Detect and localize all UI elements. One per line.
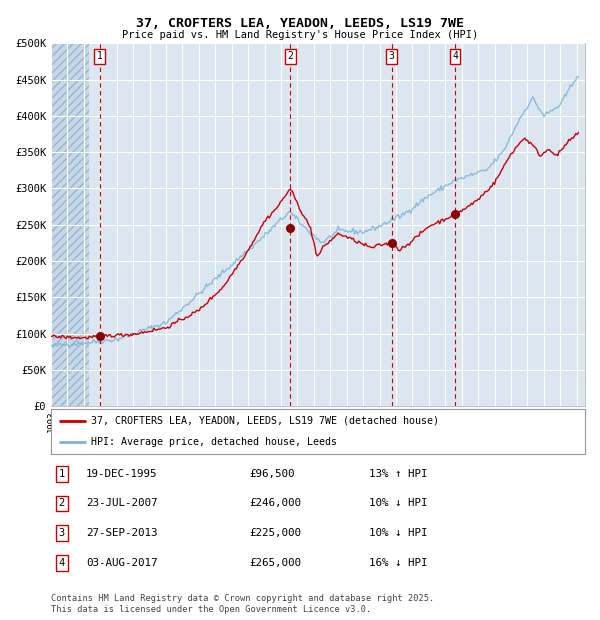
Text: 2: 2 xyxy=(287,51,293,61)
Text: 2: 2 xyxy=(59,498,65,508)
Text: 1: 1 xyxy=(59,469,65,479)
Text: 23-JUL-2007: 23-JUL-2007 xyxy=(86,498,157,508)
Text: 37, CROFTERS LEA, YEADON, LEEDS, LS19 7WE (detached house): 37, CROFTERS LEA, YEADON, LEEDS, LS19 7W… xyxy=(91,416,439,426)
Text: 4: 4 xyxy=(452,51,458,61)
Text: 10% ↓ HPI: 10% ↓ HPI xyxy=(369,528,427,538)
Text: 16% ↓ HPI: 16% ↓ HPI xyxy=(369,558,427,568)
Text: 3: 3 xyxy=(59,528,65,538)
Text: £96,500: £96,500 xyxy=(249,469,295,479)
Text: £246,000: £246,000 xyxy=(249,498,301,508)
Text: 13% ↑ HPI: 13% ↑ HPI xyxy=(369,469,427,479)
Text: Price paid vs. HM Land Registry's House Price Index (HPI): Price paid vs. HM Land Registry's House … xyxy=(122,30,478,40)
Text: HPI: Average price, detached house, Leeds: HPI: Average price, detached house, Leed… xyxy=(91,437,337,447)
Bar xyxy=(51,43,89,406)
Text: 37, CROFTERS LEA, YEADON, LEEDS, LS19 7WE: 37, CROFTERS LEA, YEADON, LEEDS, LS19 7W… xyxy=(136,17,464,30)
Text: 4: 4 xyxy=(59,558,65,568)
Text: £265,000: £265,000 xyxy=(249,558,301,568)
Text: Contains HM Land Registry data © Crown copyright and database right 2025.
This d: Contains HM Land Registry data © Crown c… xyxy=(51,595,434,614)
Text: 1: 1 xyxy=(97,51,103,61)
Text: £225,000: £225,000 xyxy=(249,528,301,538)
Text: 19-DEC-1995: 19-DEC-1995 xyxy=(86,469,157,479)
Text: 27-SEP-2013: 27-SEP-2013 xyxy=(86,528,157,538)
Text: 10% ↓ HPI: 10% ↓ HPI xyxy=(369,498,427,508)
Text: 3: 3 xyxy=(389,51,395,61)
Text: 03-AUG-2017: 03-AUG-2017 xyxy=(86,558,157,568)
